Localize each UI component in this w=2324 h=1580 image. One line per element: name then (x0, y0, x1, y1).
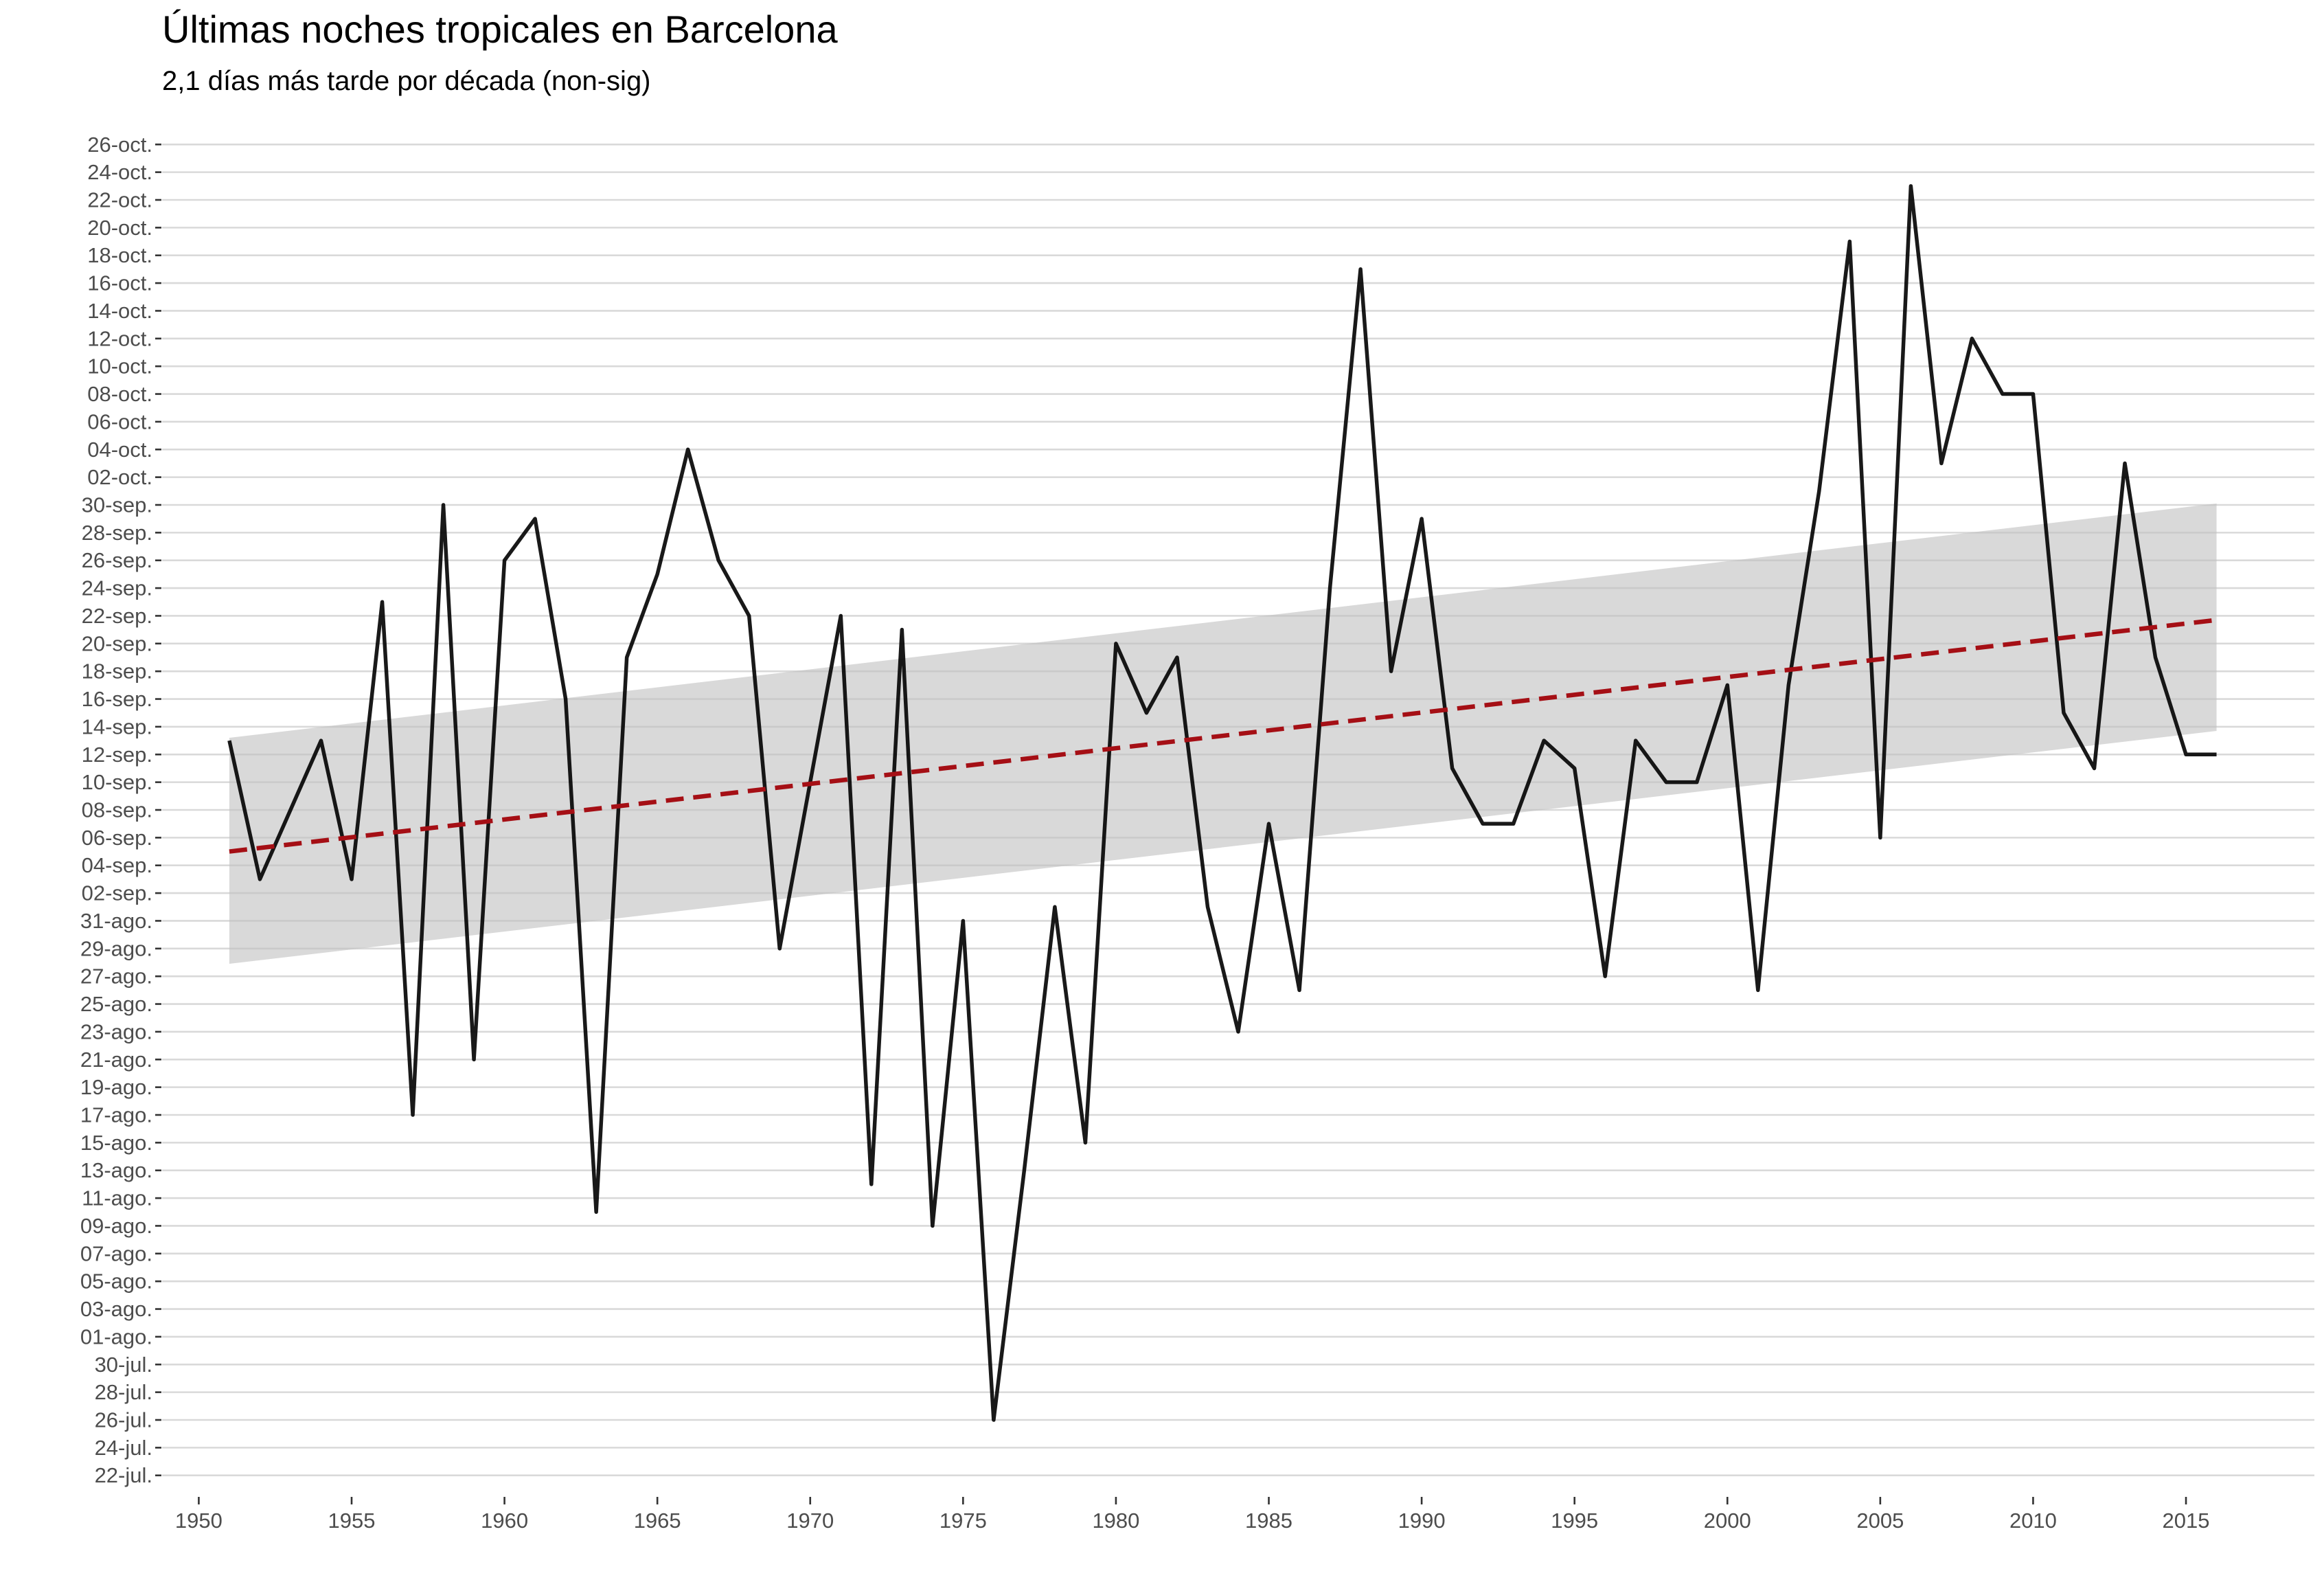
x-tick-label: 1955 (328, 1509, 376, 1533)
y-tick-label: 24-jul. (95, 1436, 152, 1460)
y-axis: 22-jul. 24-jul. 26-jul. 28-jul. 30-jul. 01-ag… (80, 133, 161, 1487)
y-tick-label: 01-ago. (80, 1324, 152, 1348)
x-tick-label: 1950 (175, 1509, 223, 1533)
y-tick-label: 05-ago. (80, 1269, 152, 1294)
y-tick-label: 24-oct. (87, 160, 152, 184)
y-tick-label: 04-sep. (82, 853, 152, 877)
y-tick-label: 07-ago. (80, 1241, 152, 1265)
x-tick-label: 1970 (786, 1509, 834, 1533)
trend-line (229, 618, 2217, 854)
y-tick-label: 16-oct. (87, 271, 152, 295)
y-tick-label: 29-ago. (80, 936, 152, 960)
y-tick-label: 26-jul. (95, 1408, 152, 1432)
y-tick-label: 15-ago. (80, 1131, 152, 1155)
x-tick-label: 1975 (939, 1509, 987, 1533)
x-tick-label: 1985 (1245, 1509, 1292, 1533)
x-tick-label: 2005 (1856, 1509, 1904, 1533)
x-tick-label: 1980 (1092, 1509, 1139, 1533)
data-series (227, 184, 2217, 1422)
y-tick-label: 06-oct. (87, 409, 152, 433)
chart-title: Últimas noches tropicales en Barcelona (162, 8, 838, 51)
y-tick-label: 19-ago. (80, 1075, 152, 1099)
y-tick-label: 20-sep. (82, 631, 152, 655)
y-tick-label: 28-jul. (95, 1380, 152, 1404)
y-tick-label: 02-oct. (87, 465, 152, 489)
x-axis: 1950 1955 1960 1965 1970 1975 1980 1985 1990 1995… (175, 1497, 2210, 1533)
y-tick-label: 12-sep. (82, 743, 152, 767)
y-tick-label: 21-ago. (80, 1048, 152, 1072)
y-tick-label: 30-sep. (82, 493, 152, 517)
y-tick-label: 10-sep. (82, 770, 152, 794)
y-tick-label: 02-sep. (82, 881, 152, 905)
x-tick-label: 2015 (2163, 1509, 2210, 1533)
x-tick-label: 1995 (1551, 1509, 1598, 1533)
x-tick-label: 2000 (1704, 1509, 1751, 1533)
y-tick-label: 25-ago. (80, 992, 152, 1016)
x-tick-label: 2010 (2009, 1509, 2057, 1533)
y-tick-label: 27-ago. (80, 964, 152, 989)
y-tick-label: 23-ago. (80, 1019, 152, 1043)
y-tick-label: 30-jul. (95, 1353, 152, 1377)
y-tick-label: 28-sep. (82, 521, 152, 545)
x-tick-label: 1960 (481, 1509, 528, 1533)
y-tick-label: 03-ago. (80, 1297, 152, 1321)
x-tick-label: 1990 (1398, 1509, 1446, 1533)
y-tick-label: 14-sep. (82, 714, 152, 738)
y-tick-label: 13-ago. (80, 1158, 152, 1182)
y-tick-label: 17-ago. (80, 1103, 152, 1127)
y-tick-label: 22-oct. (87, 188, 152, 212)
y-tick-label: 06-sep. (82, 826, 152, 850)
y-tick-label: 08-sep. (82, 798, 152, 822)
y-tick-label: 22-sep. (82, 604, 152, 628)
y-tick-label: 18-sep. (82, 659, 152, 684)
y-tick-label: 26-oct. (87, 133, 152, 157)
y-tick-label: 22-jul. (95, 1463, 152, 1487)
series-line (227, 184, 2217, 1422)
y-tick-label: 26-sep. (82, 548, 152, 572)
y-tick-label: 10-oct. (87, 354, 152, 379)
chart-subtitle: 2,1 días más tarde por década (non-sig) (162, 66, 651, 96)
y-tick-label: 12-oct. (87, 326, 152, 350)
y-tick-label: 14-oct. (87, 299, 152, 323)
y-tick-label: 18-oct. (87, 243, 152, 267)
y-tick-label: 31-ago. (80, 909, 152, 933)
x-tick-label: 1965 (634, 1509, 681, 1533)
y-tick-label: 20-oct. (87, 216, 152, 240)
y-tick-label: 04-oct. (87, 438, 152, 462)
y-tick-label: 08-oct. (87, 382, 152, 406)
trend-line-group (229, 618, 2217, 854)
y-tick-label: 09-ago. (80, 1214, 152, 1238)
y-tick-label: 11-ago. (82, 1186, 152, 1210)
y-tick-label: 16-sep. (82, 687, 152, 711)
y-tick-label: 24-sep. (82, 576, 152, 600)
